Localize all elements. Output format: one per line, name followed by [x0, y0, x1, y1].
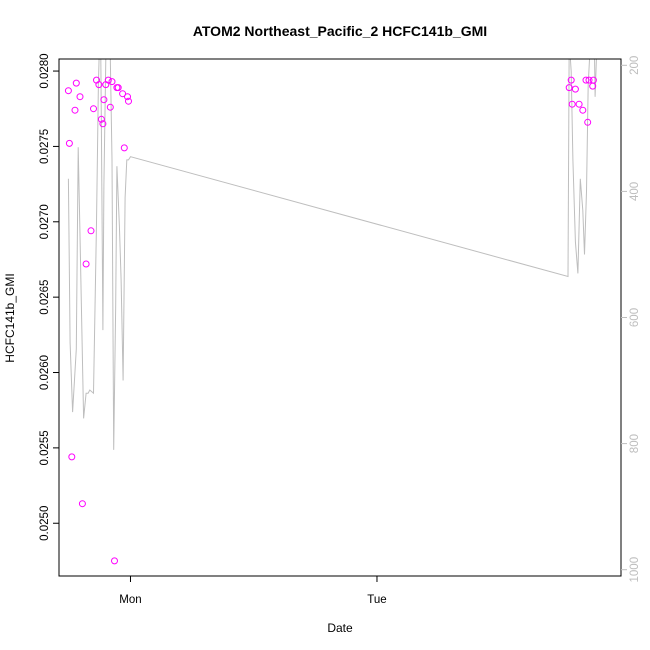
data-point — [579, 106, 587, 114]
y2-tick-label: 600 — [629, 308, 641, 327]
x-tick-label: Mon — [119, 594, 141, 606]
data-point — [589, 76, 597, 84]
data-point — [567, 76, 575, 84]
data-point — [114, 84, 122, 92]
y-tick-label: 0.0265 — [39, 280, 51, 315]
series-point-layer — [64, 76, 597, 565]
data-point — [72, 79, 80, 87]
y2-tick-label: 1000 — [629, 557, 641, 583]
y-tick-label: 0.0270 — [39, 204, 51, 239]
data-point — [120, 144, 128, 152]
data-point — [95, 81, 103, 89]
data-point — [119, 90, 127, 98]
x-axis: Mon Tue — [119, 576, 387, 606]
data-point — [582, 76, 590, 84]
y2-tick-label: 400 — [629, 182, 641, 201]
data-point — [68, 453, 76, 461]
data-point — [584, 118, 592, 126]
data-point — [571, 85, 579, 93]
y-tick-label: 0.0255 — [39, 430, 51, 465]
data-point — [104, 76, 112, 84]
data-point — [78, 500, 86, 508]
y2-tick-label: 200 — [629, 56, 641, 75]
data-point — [108, 78, 116, 86]
series-line-layer — [67, 59, 597, 450]
data-point — [87, 227, 95, 235]
data-point — [106, 103, 114, 111]
data-point — [76, 93, 84, 101]
y-axis-right: 200 400 600 800 1000 — [621, 56, 641, 583]
data-point — [97, 115, 105, 123]
data-point — [82, 260, 90, 268]
data-point — [565, 84, 573, 92]
data-point — [99, 120, 107, 128]
data-point — [585, 76, 593, 84]
y-axis-label: HCFC141b_GMI — [3, 273, 17, 362]
data-point — [124, 93, 131, 101]
x-tick-label: Tue — [367, 594, 386, 606]
data-point — [575, 100, 583, 108]
data-point — [100, 96, 108, 104]
chart-title: ATOM2 Northeast_Pacific_2 HCFC141b_GMI — [193, 23, 487, 39]
data-point — [125, 97, 132, 105]
data-point — [111, 557, 118, 565]
x-axis-label: Date — [327, 621, 353, 635]
y-tick-label: 0.0280 — [39, 53, 51, 88]
data-point — [568, 100, 576, 108]
data-point — [90, 105, 97, 113]
series-line — [67, 59, 597, 450]
y-axis-left: 0.0250 0.0255 0.0260 0.0265 0.0270 0.0275 0.02… — [39, 53, 59, 541]
y-tick-label: 0.0275 — [39, 129, 51, 164]
data-point — [71, 106, 79, 114]
y-tick-label: 0.0260 — [39, 355, 51, 390]
data-point — [65, 139, 73, 147]
y-tick-label: 0.0250 — [39, 506, 51, 541]
data-point — [64, 87, 72, 95]
plot-frame — [58, 58, 622, 577]
y2-tick-label: 800 — [629, 434, 641, 453]
